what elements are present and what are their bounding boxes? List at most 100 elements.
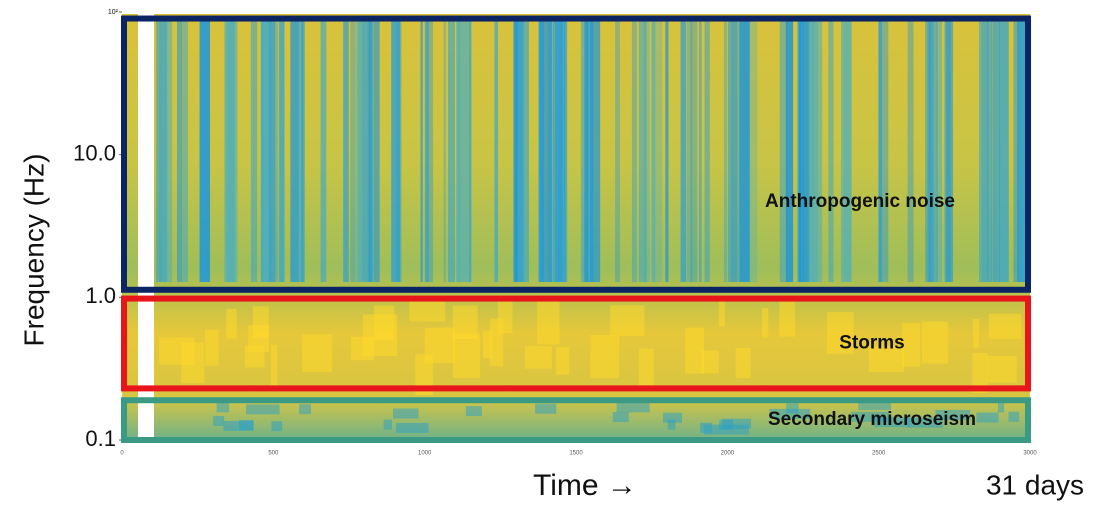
x-axis-label: Time → (533, 469, 637, 502)
texture-streak (979, 20, 989, 282)
texture-patch (761, 307, 769, 338)
texture-streak (927, 20, 939, 282)
texture-streak (698, 20, 702, 282)
texture-streak (878, 20, 882, 282)
texture-patch (271, 421, 283, 432)
texture-patch (452, 305, 478, 339)
texture-streak (494, 20, 499, 282)
texture-patch (535, 403, 557, 414)
y-tick-label: 1.0 (85, 283, 116, 308)
texture-streak (290, 20, 299, 282)
texture-streak (558, 20, 562, 282)
annotation-box (121, 295, 1031, 392)
texture-streak (748, 20, 758, 282)
texture-patch (489, 318, 504, 367)
texture-patch (248, 325, 270, 352)
texture-streak (779, 20, 788, 282)
texture-patch (409, 300, 446, 322)
texture-patch (374, 305, 395, 341)
x-tick-label: 2000 (721, 451, 735, 457)
texture-patch (393, 408, 419, 419)
texture-patch (874, 417, 911, 428)
spectrogram-background (122, 14, 1030, 440)
texture-streak (939, 20, 943, 282)
texture-streak (447, 20, 455, 282)
texture-streak (928, 20, 934, 282)
texture-streak (907, 20, 914, 282)
texture-patch (612, 412, 629, 423)
texture-patch (1008, 411, 1020, 422)
texture-streak (443, 20, 446, 282)
texture-streak (564, 20, 568, 282)
texture-patch (735, 347, 751, 379)
texture-streak (369, 20, 373, 282)
texture-streak (811, 20, 823, 282)
texture-streak (643, 20, 650, 282)
texture-patch (700, 350, 719, 374)
texture-patch (826, 312, 854, 354)
data-gap (138, 14, 154, 440)
texture-streak (279, 20, 285, 282)
texture-streak (878, 20, 889, 282)
y-tick-label: 10.0 (73, 140, 116, 165)
texture-patch (383, 419, 392, 430)
texture-patch (465, 406, 482, 417)
x-tick-label: 2500 (872, 451, 886, 457)
texture-patch (718, 301, 726, 327)
x-tick-label: 1000 (418, 451, 432, 457)
x-tick-label: 500 (268, 451, 279, 457)
texture-patch (204, 329, 219, 366)
texture-streak (424, 20, 429, 282)
texture-patch (223, 421, 254, 432)
texture-streak (368, 20, 371, 282)
texture-streak (201, 20, 207, 282)
x-tick-label: 3000 (1023, 451, 1037, 457)
texture-streak (232, 20, 238, 282)
texture-streak (704, 20, 710, 282)
texture-patch (271, 344, 278, 391)
texture-streak (651, 20, 656, 282)
texture-patch (244, 345, 265, 368)
texture-streak (992, 20, 1001, 282)
texture-patch (922, 321, 949, 364)
x-tick-label: 1500 (569, 451, 583, 457)
texture-streak (539, 20, 542, 282)
annotation-label: Storms (839, 333, 904, 354)
texture-patch (851, 411, 890, 422)
texture-patch (769, 408, 811, 419)
texture-streak (156, 20, 163, 282)
texture-patch (246, 404, 280, 415)
texture-patch (907, 417, 943, 428)
texture-streak (584, 20, 589, 282)
texture-patch (703, 424, 749, 435)
annotation-label: Secondary microseism (768, 409, 976, 430)
texture-streak (1017, 20, 1025, 282)
texture-streak (374, 20, 380, 282)
texture-patch (722, 418, 752, 429)
texture-streak (802, 20, 810, 282)
texture-patch (350, 336, 374, 361)
y-tick-label: 10² (108, 9, 119, 16)
texture-streak (343, 20, 349, 282)
texture-streak (680, 20, 687, 282)
texture-streak (425, 20, 434, 282)
texture-patch (988, 313, 1022, 340)
texture-streak (727, 20, 731, 282)
texture-patch (858, 400, 892, 411)
texture-streak (274, 20, 279, 282)
texture-streak (987, 20, 992, 282)
texture-patch (667, 419, 676, 430)
texture-streak (163, 20, 173, 282)
texture-patch (299, 404, 311, 415)
texture-patch (395, 422, 429, 433)
texture-streak (589, 20, 601, 282)
texture-streak (542, 20, 553, 282)
chart-layer: 0.1 1.0 10.0 10² 0 500 1000 1500 2000 2500 3000 Ant… (73, 9, 1037, 457)
texture-streak (686, 20, 693, 282)
texture-streak (690, 20, 698, 282)
texture-streak (227, 20, 230, 282)
annotation-box (121, 15, 1031, 293)
texture-streak (723, 20, 728, 282)
texture-patch (226, 308, 237, 339)
texture-patch (902, 323, 921, 367)
